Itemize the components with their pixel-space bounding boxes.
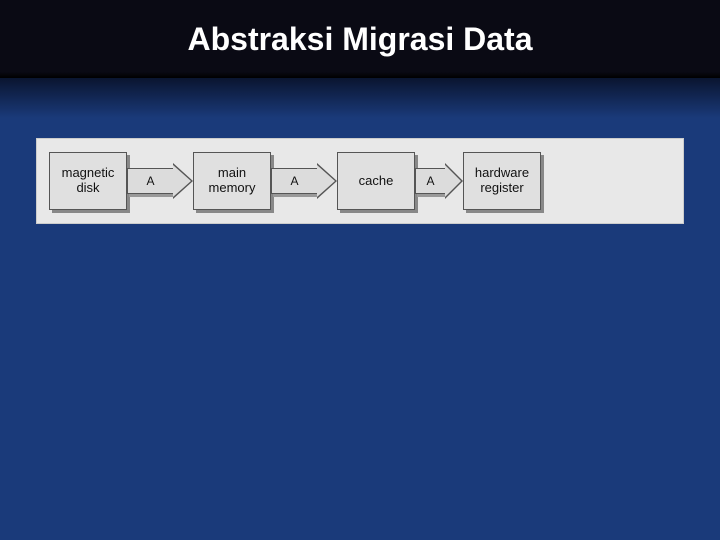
arrow-2: A (415, 165, 463, 197)
node-main-memory: main memory (193, 152, 271, 210)
arrow-head-icon (445, 163, 463, 199)
migration-diagram: magnetic disk A main memory A cache (36, 138, 684, 224)
arrow-head-icon (317, 163, 337, 199)
arrow-label: A (415, 168, 445, 194)
node-label: magnetic disk (62, 166, 115, 196)
slide-body: magnetic disk A main memory A cache (0, 78, 720, 540)
node-label: main memory (209, 166, 256, 196)
title-bar: Abstraksi Migrasi Data (0, 0, 720, 78)
arrow-0: A (127, 165, 193, 197)
node-cache: cache (337, 152, 415, 210)
node-label: hardware register (475, 166, 529, 196)
node-magnetic-disk: magnetic disk (49, 152, 127, 210)
arrow-1: A (271, 165, 337, 197)
arrow-head-icon (173, 163, 193, 199)
node-hardware-register: hardware register (463, 152, 541, 210)
arrow-label: A (127, 168, 173, 194)
slide-title: Abstraksi Migrasi Data (187, 21, 532, 58)
node-label: cache (359, 174, 394, 189)
arrow-label: A (271, 168, 317, 194)
